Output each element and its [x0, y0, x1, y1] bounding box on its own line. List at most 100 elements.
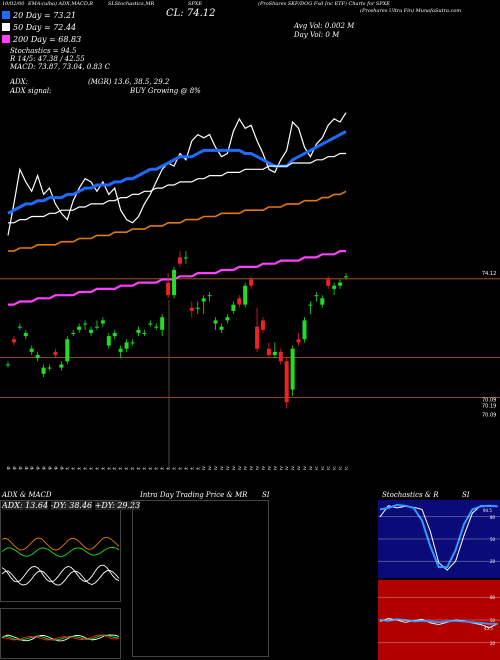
candle-body	[11, 339, 16, 343]
candle-body	[112, 332, 117, 337]
dy-plus-legend: +DY: 29.23	[94, 501, 141, 510]
price-label: 70.09	[482, 413, 496, 419]
stoch-lines	[379, 503, 498, 571]
price-label: 70.09	[482, 398, 496, 404]
date-label: 02 Dec	[320, 466, 326, 470]
date-label: 25 Sep	[41, 466, 47, 470]
adx-values: (MGR) 13.6, 38.5, 29.2	[88, 78, 170, 86]
date-label: 04 Nov	[207, 466, 213, 470]
date-label: 23 Oct	[160, 467, 166, 470]
date-label: 21 Nov	[284, 466, 290, 470]
date-label: 13 Nov	[249, 466, 255, 470]
candle-body	[29, 348, 34, 352]
macd-green-line	[1, 634, 120, 641]
date-label: 30 Sep	[59, 466, 65, 470]
candle-body	[166, 282, 171, 296]
candle-body	[130, 342, 135, 344]
date-label: 21 Oct	[148, 467, 154, 470]
candle-body	[148, 323, 153, 325]
date-label: 25 Nov	[296, 466, 302, 470]
candle-body	[344, 276, 348, 278]
candle-body	[35, 355, 40, 359]
candle-body	[183, 257, 188, 259]
date-label: 13 Oct	[112, 467, 118, 470]
candle-body	[106, 336, 111, 346]
adx-panel-title: ADX & MACD	[2, 491, 52, 499]
candle-body	[249, 279, 254, 286]
stoch-tick: 20	[490, 559, 496, 564]
candle-body	[320, 298, 325, 305]
candle-body	[314, 295, 319, 297]
date-label: 26 Sep	[47, 466, 53, 470]
date-label: 29 Oct	[183, 467, 189, 470]
legend-ma50: 50 Day = 72.44	[2, 23, 76, 32]
date-label: 24 Nov	[290, 466, 296, 470]
candle-body	[302, 320, 307, 340]
date-label: 27 Oct	[172, 467, 178, 470]
chart-date: 10/02/00	[2, 1, 25, 7]
date-label: 18 Sep	[11, 466, 17, 470]
date-label: 01 Oct	[65, 467, 71, 470]
adx-signal: BUY Growing @ 8%	[130, 87, 201, 95]
ema-text: EMA:(ulba) ADX,MACD,R	[28, 1, 94, 7]
candle-body	[89, 329, 94, 333]
date-label: 10 Oct	[106, 467, 112, 470]
candle-body	[160, 317, 165, 330]
adx-orange-line	[1, 536, 120, 551]
intraday-si: SI	[262, 491, 270, 499]
date-label: 29 Sep	[53, 466, 59, 470]
mfi-lines	[379, 618, 498, 629]
candle-body	[71, 332, 76, 334]
candle-body	[278, 351, 283, 362]
date-axis-labels: 17 Sep18 Sep19 Sep22 Sep23 Sep24 Sep25 S…	[6, 466, 350, 470]
candle-body	[326, 279, 331, 286]
ma-lines	[7, 112, 347, 306]
candle-body	[6, 364, 10, 366]
candle-body	[332, 285, 337, 289]
adx-green-line	[1, 546, 120, 557]
adx-legend-value: ADX: 13.64	[2, 501, 49, 510]
date-label: 14 Oct	[118, 467, 124, 470]
candle-body	[136, 329, 141, 333]
date-label: 31 Oct	[195, 467, 201, 470]
candle-body	[189, 307, 194, 311]
date-label: 16 Oct	[130, 467, 136, 470]
stoch-tick: 50	[490, 537, 496, 542]
candle-body	[59, 364, 64, 368]
date-label: 08 Oct	[94, 467, 100, 470]
candle-body	[243, 285, 248, 305]
date-label: 23 Sep	[29, 466, 35, 470]
magenta-swatch	[2, 35, 10, 43]
dy-minus-legend: -DY: 38.46	[50, 501, 93, 510]
date-label: 08 Dec	[344, 466, 350, 470]
date-label: 15 Oct	[124, 467, 130, 470]
stoch-title: Stochastics & R	[382, 491, 439, 499]
candle-body	[53, 351, 58, 355]
candle-body	[195, 307, 200, 309]
date-label: 03 Dec	[326, 466, 332, 470]
mfi-line	[379, 618, 498, 625]
mfi-tick: 80	[490, 595, 496, 600]
adx-white-line	[1, 564, 120, 583]
candle-body	[260, 320, 265, 330]
stoch-ticks: 80 80 50 50 20 20 94.5 45.5	[378, 508, 500, 646]
date-label: 06 Nov	[219, 466, 225, 470]
stoch-tag: 94.5	[483, 508, 492, 513]
date-label: 05 Dec	[338, 466, 344, 470]
price-label: 70.19	[482, 404, 496, 410]
series-line-ema-200	[8, 250, 346, 306]
rsi-text: R 14/5: 47.38 / 42.55	[10, 55, 85, 63]
chart-title: (ProShares SKF/DOG Fxd Inc ETF) Charts f…	[258, 1, 390, 7]
candle-body	[296, 339, 301, 343]
date-label: 22 Oct	[154, 467, 160, 470]
stoch-mfi-panel: 80 80 50 50 20 20 94.5 45.5	[378, 500, 500, 660]
candle-body	[255, 326, 260, 349]
price-hlines	[0, 278, 500, 470]
date-label: 28 Nov	[308, 466, 314, 470]
date-label: 28 Oct	[177, 467, 183, 470]
candle-body	[225, 317, 230, 321]
legend-ma200: 200 Day = 68.83	[2, 35, 81, 44]
date-label: 06 Oct	[83, 467, 89, 470]
candle-body	[308, 304, 313, 306]
